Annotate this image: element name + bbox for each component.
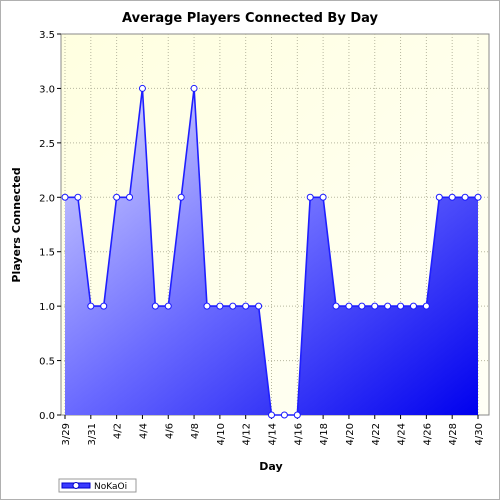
x-tick-label: 4/8 bbox=[190, 423, 201, 439]
legend: NoKaOi bbox=[58, 478, 137, 493]
data-point bbox=[268, 411, 275, 419]
x-tick-label: 4/10 bbox=[216, 423, 227, 445]
x-tick-label: 4/2 bbox=[113, 423, 124, 439]
y-tick-label: 2.0 bbox=[39, 193, 55, 204]
data-point bbox=[74, 193, 82, 201]
x-tick-label: 4/6 bbox=[164, 423, 175, 439]
series-area bbox=[65, 88, 478, 416]
legend-marker bbox=[72, 482, 80, 489]
data-point bbox=[371, 302, 379, 310]
data-point bbox=[255, 302, 263, 310]
x-tick-label: 4/28 bbox=[448, 423, 459, 445]
y-tick-label: 0.5 bbox=[39, 357, 55, 368]
chart-title: Average Players Connected By Day bbox=[122, 11, 378, 26]
data-point bbox=[384, 302, 392, 310]
data-point bbox=[409, 302, 417, 310]
grid-lines bbox=[61, 34, 489, 415]
x-tick-label: 4/22 bbox=[371, 423, 382, 445]
data-point bbox=[126, 193, 134, 201]
data-point bbox=[319, 193, 327, 201]
data-point bbox=[113, 193, 121, 201]
data-point bbox=[448, 193, 456, 201]
data-point bbox=[461, 193, 469, 201]
y-tick-label: 3.5 bbox=[39, 30, 55, 41]
legend-box bbox=[58, 478, 137, 493]
data-point bbox=[306, 193, 314, 201]
x-tick-label: 4/24 bbox=[397, 423, 408, 445]
y-tick-label: 1.0 bbox=[39, 302, 55, 313]
legend-label: NoKaOi bbox=[94, 482, 127, 492]
data-point bbox=[474, 193, 482, 201]
x-tick-label: 4/4 bbox=[138, 423, 149, 439]
x-tick-label: 4/12 bbox=[242, 423, 253, 445]
data-point bbox=[435, 193, 443, 201]
y-tick-label: 3.0 bbox=[39, 84, 55, 95]
data-point bbox=[100, 302, 108, 310]
data-point bbox=[242, 302, 250, 310]
data-point bbox=[422, 302, 430, 310]
x-tick-label: 3/31 bbox=[87, 423, 98, 445]
x-tick-label: 4/20 bbox=[345, 423, 356, 445]
data-point bbox=[229, 302, 237, 310]
data-point bbox=[293, 411, 301, 419]
data-point bbox=[203, 302, 211, 310]
x-tick-label: 4/16 bbox=[293, 423, 304, 445]
y-axis-label: Players Connected bbox=[10, 167, 23, 282]
data-point bbox=[345, 302, 353, 310]
data-point bbox=[151, 302, 159, 310]
data-point bbox=[138, 84, 146, 92]
data-point bbox=[358, 302, 366, 310]
x-tick-label: 4/30 bbox=[474, 423, 485, 445]
x-tick-label: 4/14 bbox=[268, 423, 279, 445]
x-tick-label: 4/26 bbox=[422, 423, 433, 445]
x-axis-label: Day bbox=[259, 460, 282, 473]
x-tick-label: 4/18 bbox=[319, 423, 330, 445]
y-tick-label: 0.0 bbox=[39, 411, 55, 422]
y-tick-label: 1.5 bbox=[39, 248, 55, 259]
data-point bbox=[87, 302, 95, 310]
data-point bbox=[190, 84, 198, 92]
data-point bbox=[332, 302, 340, 310]
x-tick-label: 3/29 bbox=[61, 423, 72, 445]
data-point bbox=[397, 302, 405, 310]
data-point bbox=[61, 193, 69, 201]
data-point bbox=[280, 411, 288, 419]
data-point bbox=[177, 193, 185, 201]
data-point bbox=[164, 302, 172, 310]
y-tick-label: 2.5 bbox=[39, 139, 55, 150]
data-point bbox=[216, 302, 224, 310]
